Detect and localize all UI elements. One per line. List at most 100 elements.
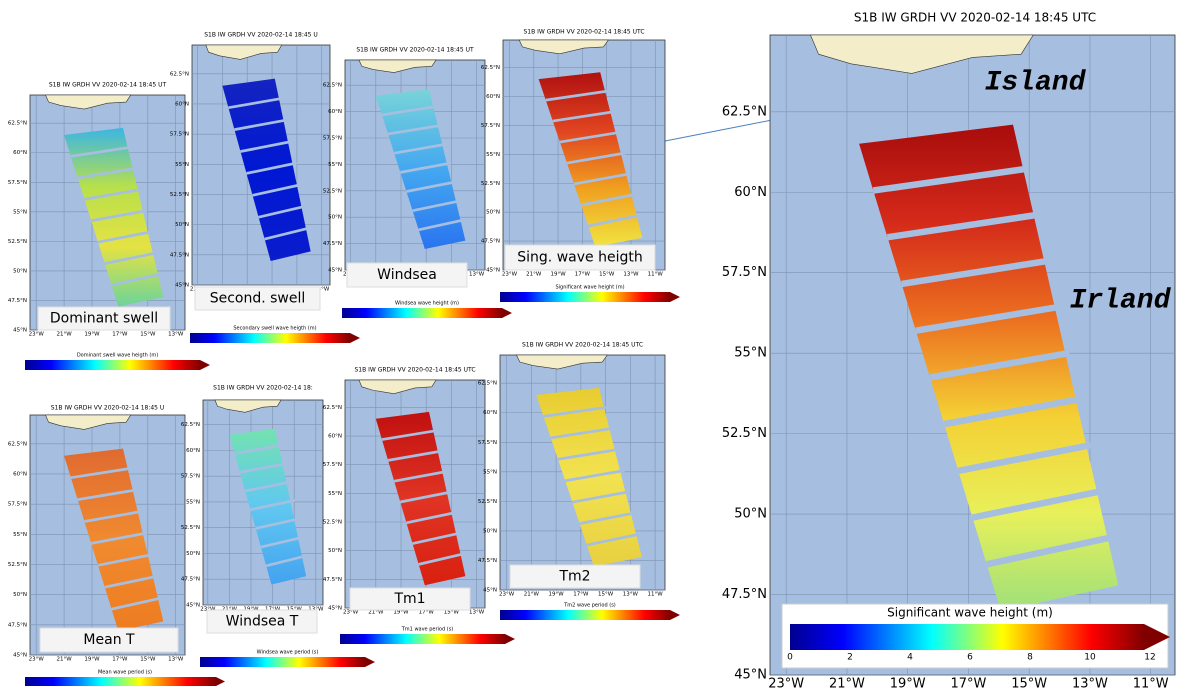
map-title: S1B IW GRDH VV 2020-02-14 18:45 UTC bbox=[522, 342, 643, 349]
lat-tick-label: 55°N bbox=[328, 491, 342, 497]
colorbar-arrow bbox=[200, 360, 210, 370]
place-label: Irland bbox=[1070, 285, 1172, 316]
lat-tick-label: 57.5°N bbox=[8, 180, 27, 186]
lon-tick-label: 17°W bbox=[575, 271, 591, 277]
colorbar-label: Significant wave height (m) bbox=[555, 285, 624, 291]
lat-tick-label: 45°N bbox=[328, 606, 342, 612]
lon-tick-label: 13°W bbox=[469, 271, 485, 277]
lat-tick-label: 55°N bbox=[734, 346, 767, 361]
lat-tick-label: 45°N bbox=[483, 588, 497, 594]
lat-tick-label: 62.5°N bbox=[478, 381, 497, 387]
colorbar-tick-label: 2 bbox=[847, 653, 853, 663]
colorbar-label: Windsea wave period (s) bbox=[257, 650, 319, 656]
map-title: S1B IW GRDH VV 2020-02-14 18:45 UTC bbox=[854, 11, 1096, 25]
colorbar-tick-label: 0 bbox=[787, 653, 793, 663]
lat-tick-label: 52.5°N bbox=[481, 181, 500, 187]
colorbar-label: Dominant swell wave heigth (m) bbox=[77, 353, 158, 359]
connector bbox=[660, 120, 772, 142]
lat-tick-label: 60°N bbox=[486, 94, 500, 100]
lat-tick-label: 45°N bbox=[328, 268, 342, 274]
lat-tick-label: 60°N bbox=[13, 471, 27, 477]
map: 23°W21°W19°W17°W15°W13°W11°W62.5°N60°N57… bbox=[481, 29, 680, 303]
lat-tick-label: 52.5°N bbox=[323, 188, 342, 194]
colorbar-arrow bbox=[670, 292, 680, 302]
lat-tick-label: 60°N bbox=[483, 410, 497, 416]
lat-tick-label: 45°N bbox=[734, 668, 767, 683]
map-title: S1B IW GRDH VV 2020-02-14 18:45 U bbox=[204, 32, 318, 39]
colorbar bbox=[340, 634, 505, 644]
colorbar-label: Tm1 wave period (s) bbox=[401, 627, 454, 633]
map: 23°W21°W19°W17°W15°W13°W62.5°N60°N57.5°N… bbox=[323, 367, 515, 645]
colorbar-arrow bbox=[216, 677, 225, 686]
colorbar bbox=[25, 677, 216, 686]
colorbar bbox=[500, 292, 670, 302]
lat-tick-label: 57.5°N bbox=[323, 462, 342, 468]
lat-tick-label: 62.5°N bbox=[181, 422, 200, 428]
colorbar-arrow bbox=[350, 333, 360, 343]
colorbar-label: Secondary swell wave heigth (m) bbox=[233, 326, 316, 332]
lat-tick-label: 57.5°N bbox=[170, 132, 189, 138]
lat-tick-label: 55°N bbox=[13, 532, 27, 538]
lon-tick-label: 23°W bbox=[29, 656, 45, 662]
lat-tick-label: 52.5°N bbox=[8, 562, 27, 568]
lat-tick-label: 62.5°N bbox=[323, 405, 342, 411]
lon-tick-label: 23°W bbox=[499, 591, 515, 597]
panel-label: Second. swell bbox=[210, 291, 306, 307]
colorbar-tick-label: 8 bbox=[1027, 653, 1033, 663]
lon-tick-label: 21°W bbox=[57, 331, 73, 337]
lat-tick-label: 50°N bbox=[175, 222, 189, 228]
lon-tick-label: 13°W bbox=[168, 331, 184, 337]
lon-tick-label: 13°W bbox=[168, 656, 184, 662]
lon-tick-label: 23°W bbox=[29, 331, 45, 337]
lat-tick-label: 55°N bbox=[483, 469, 497, 475]
lat-tick-label: 60°N bbox=[13, 150, 27, 156]
lat-tick-label: 52.5°N bbox=[8, 239, 27, 245]
colorbar-label: Significant wave height (m) bbox=[887, 606, 1053, 620]
figure: 23°W 21°W 19°W 17°W 15°W 13°W 62.5°N 60°N 57.5°N… bbox=[0, 0, 1193, 688]
lon-tick-label: 23°W bbox=[502, 271, 518, 277]
panel-label: Tm1 bbox=[393, 591, 425, 607]
lat-tick-label: 55°N bbox=[175, 162, 189, 168]
lat-tick-label: 52.5°N bbox=[478, 499, 497, 505]
lat-tick-label: 47.5°N bbox=[181, 577, 200, 583]
colorbar-tick-label: 4 bbox=[907, 653, 913, 663]
lat-tick-label: 50°N bbox=[13, 592, 27, 598]
lon-tick-label: 13°W bbox=[623, 271, 639, 277]
lon-tick-label: 21°W bbox=[526, 271, 542, 277]
colorbar bbox=[790, 624, 1144, 650]
lon-tick-label: 19°W bbox=[890, 677, 926, 688]
lat-tick-label: 62.5°N bbox=[8, 121, 27, 127]
lat-tick-label: 62.5°N bbox=[170, 71, 189, 77]
map-title: S1B IW GRDH VV 2020-02-14 18:45 UT bbox=[49, 82, 167, 89]
lon-tick-label: 13°W bbox=[1072, 677, 1108, 688]
panel-label: Dominant swell bbox=[50, 311, 158, 327]
lat-tick-label: 62.5°N bbox=[323, 83, 342, 89]
lon-tick-label: 19°W bbox=[84, 331, 100, 337]
lon-tick-label: 11°W bbox=[1133, 677, 1169, 688]
lon-tick-label: 11°W bbox=[648, 591, 664, 597]
lon-tick-label: 19°W bbox=[84, 656, 100, 662]
panel-label: Windsea T bbox=[226, 614, 299, 630]
lat-tick-label: 57.5°N bbox=[722, 265, 767, 280]
lat-tick-label: 50°N bbox=[328, 215, 342, 221]
lat-tick-label: 50°N bbox=[13, 268, 27, 274]
lat-tick-label: 57.5°N bbox=[323, 136, 342, 142]
lon-tick-label: 21°W bbox=[57, 656, 73, 662]
map: 23°W21°W19°W17°W15°W13°W11°W62.5°N60°N57… bbox=[478, 342, 680, 621]
map: 23°W21°W19°W17°W15°W13°W62.5°N60°N57.5°N… bbox=[170, 32, 360, 344]
lat-tick-label: 47.5°N bbox=[170, 252, 189, 258]
lat-tick-label: 62.5°N bbox=[481, 65, 500, 71]
lat-tick-label: 52.5°N bbox=[181, 525, 200, 531]
lat-tick-label: 62.5°N bbox=[8, 441, 27, 447]
lat-tick-label: 45°N bbox=[175, 283, 189, 289]
lat-tick-label: 45°N bbox=[13, 328, 27, 334]
lon-tick-label: 15°W bbox=[1011, 677, 1047, 688]
lat-tick-label: 47.5°N bbox=[323, 241, 342, 247]
colorbar-label: Windsea wave height (m) bbox=[395, 301, 459, 307]
map: 23°W21°W19°W17°W15°W13°W11°W62.5°N60°N57… bbox=[722, 11, 1175, 688]
lat-tick-label: 52.5°N bbox=[722, 426, 767, 441]
lon-tick-label: 15°W bbox=[599, 271, 615, 277]
lon-tick-label: 17°W bbox=[573, 591, 589, 597]
lat-tick-label: 50°N bbox=[486, 210, 500, 216]
lon-tick-label: 13°W bbox=[623, 591, 639, 597]
